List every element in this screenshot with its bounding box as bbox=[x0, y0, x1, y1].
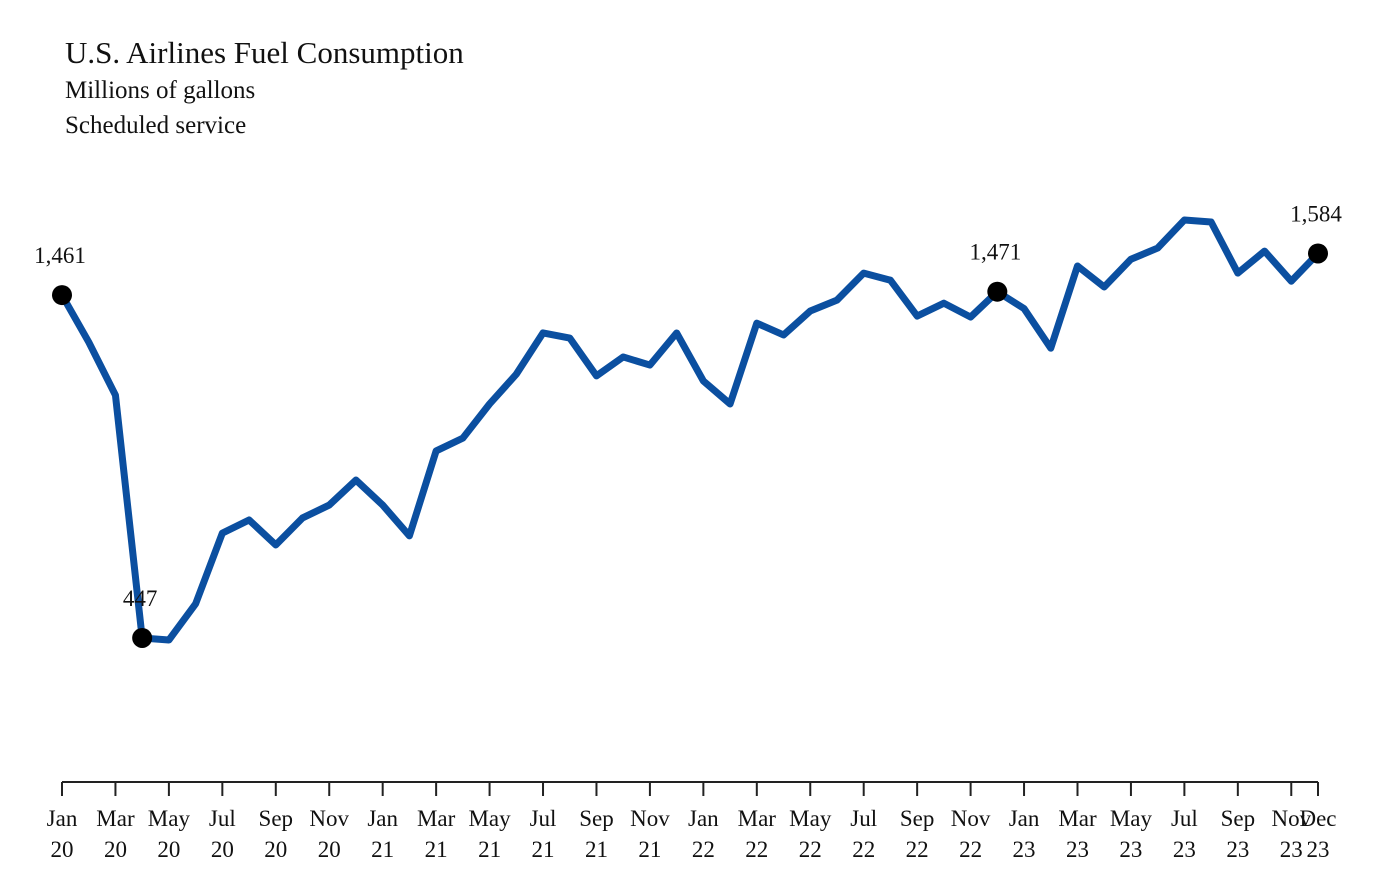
x-tick-label: Sep 20 bbox=[259, 806, 294, 862]
x-tick-label: Jul 20 bbox=[209, 806, 236, 862]
x-tick-label: Sep 21 bbox=[579, 806, 614, 862]
data-label: 447 bbox=[123, 586, 158, 611]
x-tick-label: Sep 23 bbox=[1221, 806, 1256, 862]
x-tick-label: Mar 22 bbox=[738, 806, 777, 862]
chart-subtitle: Millions of gallons bbox=[65, 77, 255, 104]
x-tick-label: Jul 23 bbox=[1171, 806, 1198, 862]
point bbox=[132, 627, 153, 648]
x-tick-label: Jan 22 bbox=[688, 806, 719, 862]
point bbox=[987, 281, 1008, 302]
point bbox=[1308, 243, 1328, 264]
point bbox=[52, 285, 72, 306]
x-tick-label: Dec 23 bbox=[1299, 806, 1336, 862]
data-label: 1,461 bbox=[34, 243, 86, 268]
x-tick-label: Jan 23 bbox=[1009, 806, 1040, 862]
x-tick-label: Mar 20 bbox=[96, 806, 135, 862]
x-tick-label: Mar 23 bbox=[1058, 806, 1097, 862]
x-tick-label: Jul 22 bbox=[850, 806, 877, 862]
chart-title: U.S. Airlines Fuel Consumption bbox=[65, 35, 464, 70]
x-tick-label: Jul 21 bbox=[530, 806, 557, 862]
data-label: 1,471 bbox=[969, 240, 1021, 265]
x-tick-label: May 22 bbox=[789, 806, 832, 862]
x-tick-label: Nov 23 bbox=[1271, 806, 1311, 862]
x-tick-label: May 20 bbox=[148, 806, 191, 862]
x-tick-label: May 23 bbox=[1110, 806, 1153, 862]
x-tick-label: Nov 20 bbox=[309, 806, 349, 862]
x-tick-label: Sep 22 bbox=[900, 806, 935, 862]
chart-subtitle: Scheduled service bbox=[65, 112, 246, 139]
x-tick-label: Mar 21 bbox=[417, 806, 456, 862]
x-tick-label: Jan 20 bbox=[47, 806, 78, 862]
x-tick-label: May 21 bbox=[468, 806, 511, 862]
x-tick-label: Nov 22 bbox=[951, 806, 991, 862]
x-tick-label: Nov 21 bbox=[630, 806, 670, 862]
line bbox=[58, 216, 1321, 644]
data-label: 1,584 bbox=[1290, 201, 1342, 226]
x-tick-label: Jan 21 bbox=[367, 806, 398, 862]
